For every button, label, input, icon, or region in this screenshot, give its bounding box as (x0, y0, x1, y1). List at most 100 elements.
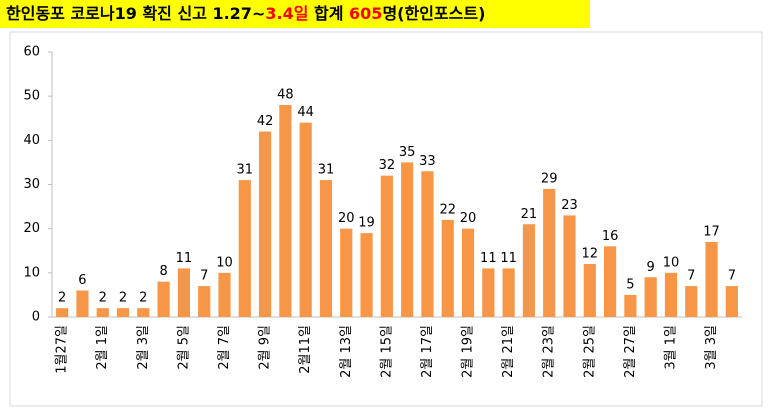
y-tick-label: 0 (32, 310, 40, 325)
bar (116, 308, 130, 317)
data-label: 19 (358, 216, 375, 231)
bar (76, 290, 89, 317)
x-tick-label: 2월 23일 (542, 325, 557, 378)
title-part: 605 (349, 4, 382, 23)
y-tick-label: 10 (23, 265, 40, 280)
data-label: 10 (216, 255, 233, 270)
data-label: 9 (647, 260, 655, 275)
bar (198, 286, 211, 317)
x-tick-label: 2월 19일 (461, 325, 476, 378)
data-label: 32 (379, 158, 396, 173)
bar (664, 272, 678, 317)
data-label: 2 (119, 291, 127, 306)
x-tick-label: 2월 1일 (95, 325, 110, 370)
data-label: 16 (602, 229, 619, 244)
chart-border (9, 31, 763, 407)
title-part: 합계 (308, 4, 349, 23)
data-label: 31 (237, 163, 254, 178)
data-label: 48 (277, 88, 294, 103)
bar (644, 277, 657, 317)
data-label: 7 (200, 269, 208, 284)
bar (279, 105, 292, 317)
data-label: 20 (460, 211, 477, 226)
bar (502, 268, 515, 317)
bar (340, 228, 353, 317)
data-label: 23 (561, 198, 578, 213)
bar (705, 241, 718, 317)
y-tick-label: 30 (23, 177, 40, 192)
y-tick-label: 60 (23, 45, 40, 60)
x-tick-label: 2월 25일 (582, 325, 597, 378)
bar (299, 122, 312, 318)
x-tick-label: 2월 3일 (136, 325, 151, 370)
bar (461, 228, 475, 317)
bar (543, 188, 556, 317)
bar (157, 281, 170, 317)
data-label: 42 (257, 114, 274, 129)
data-label: 31 (318, 163, 335, 178)
x-tick-label: 2월 15일 (379, 325, 394, 378)
data-label: 10 (663, 255, 680, 270)
x-tick-label: 2월 13일 (339, 325, 354, 378)
bar (238, 180, 251, 317)
chart-title: 한인동포 코로나19 확진 신고 1.27~3.4일 합계 605명(한인포스트… (6, 4, 485, 23)
bar (725, 286, 738, 317)
bar (482, 268, 495, 317)
bar (360, 233, 373, 317)
bar (685, 286, 698, 317)
x-tick-label: 3월 3일 (704, 325, 719, 370)
data-label: 2 (99, 291, 107, 306)
data-label: 2 (139, 291, 147, 306)
x-tick-label: 2월 5일 (176, 325, 191, 370)
bar (56, 308, 69, 317)
bar (401, 162, 414, 317)
data-label: 44 (297, 105, 314, 120)
bar (421, 171, 434, 317)
title-part: 명(한인포스트) (382, 4, 485, 23)
x-tick-label: 2월 21일 (501, 325, 516, 378)
y-tick-label: 50 (23, 89, 40, 104)
bar (583, 264, 596, 317)
bar (380, 175, 393, 317)
x-tick-label: 2월 9일 (258, 325, 273, 370)
x-tick-label: 3월 1일 (663, 325, 678, 370)
bar (137, 308, 150, 317)
data-label: 21 (521, 207, 538, 222)
data-label: 7 (687, 269, 695, 284)
data-label: 7 (728, 269, 736, 284)
bar (624, 294, 637, 317)
data-label: 5 (626, 277, 634, 292)
bar (563, 215, 576, 317)
data-label: 11 (500, 251, 517, 266)
y-tick-label: 40 (23, 133, 40, 148)
data-label: 20 (338, 211, 355, 226)
y-tick-label: 20 (23, 221, 40, 236)
data-label: 29 (541, 171, 558, 186)
bar (259, 131, 272, 317)
title-part: 한인동포 코로나19 확진 신고 1.27~ (6, 4, 265, 23)
data-label: 17 (703, 224, 720, 239)
bar (177, 268, 190, 317)
data-label: 8 (159, 264, 167, 279)
data-label: 33 (419, 154, 436, 169)
data-label: 2 (58, 291, 66, 306)
data-label: 22 (439, 202, 456, 217)
bar (604, 246, 617, 317)
bar (218, 272, 231, 317)
x-tick-label: 2월11일 (298, 325, 313, 374)
bar (319, 180, 333, 317)
data-label: 6 (78, 273, 86, 288)
bar (96, 308, 109, 317)
x-tick-label: 1월27일 (55, 325, 70, 374)
x-tick-label: 2월 17일 (420, 325, 435, 378)
title-background (0, 0, 590, 28)
data-label: 11 (176, 251, 193, 266)
data-label: 35 (399, 145, 416, 160)
x-tick-label: 2월 7일 (217, 325, 232, 370)
title-part: 3.4일 (265, 4, 308, 23)
data-label: 12 (582, 247, 599, 262)
bar (441, 219, 454, 317)
x-tick-label: 2월 27일 (623, 325, 638, 378)
data-label: 11 (480, 251, 497, 266)
